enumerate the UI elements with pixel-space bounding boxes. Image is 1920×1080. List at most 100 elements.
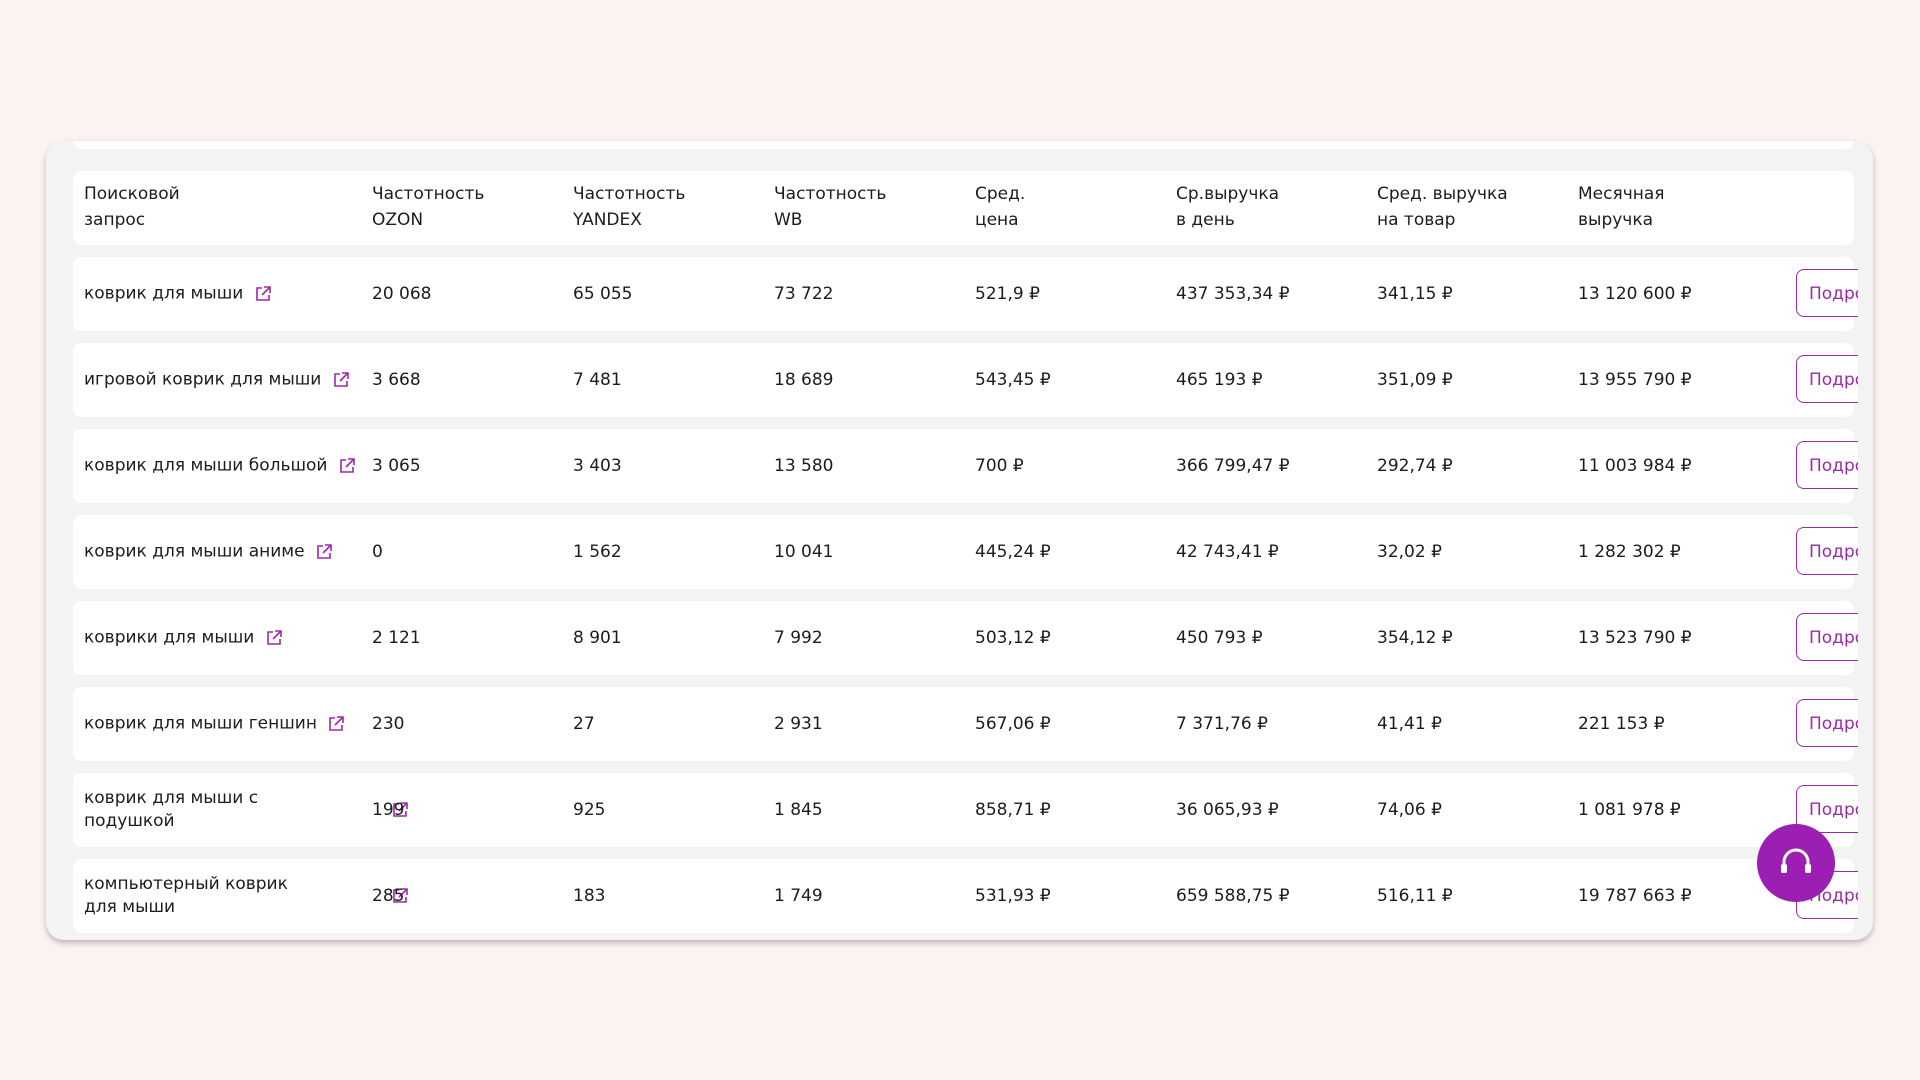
value-cell: 567,06 ₽ bbox=[975, 714, 1051, 734]
header-line: Сред. bbox=[975, 184, 1026, 204]
details-button[interactable]: Подробнее bbox=[1796, 269, 1858, 317]
table-row: коврик для мыши аниме 0 1 562 10 041 445,24 … bbox=[73, 515, 1858, 589]
external-link-icon[interactable] bbox=[332, 371, 350, 389]
value-cell: 925 bbox=[573, 800, 606, 820]
value-cell: 13 523 790 ₽ bbox=[1578, 628, 1692, 648]
value-cell: 351,09 ₽ bbox=[1377, 370, 1453, 390]
header-line: в день bbox=[1176, 210, 1235, 230]
header-cell: Месячная выручка bbox=[1578, 181, 1665, 233]
value-cell: 1 562 bbox=[573, 542, 622, 562]
value-cell: 230 bbox=[372, 714, 405, 734]
query-text: коврик для мыши bbox=[84, 283, 244, 304]
query-text: коврик для мыши большой bbox=[84, 455, 328, 476]
button-clip: Подробнее bbox=[1796, 522, 1858, 582]
query-text: игровой коврик для мыши bbox=[84, 369, 322, 390]
value-cell: 27 bbox=[573, 714, 595, 734]
value-cell: 3 668 bbox=[372, 370, 421, 390]
external-link-icon[interactable] bbox=[338, 457, 356, 475]
header-line: WB bbox=[774, 210, 803, 230]
value-cell: 13 120 600 ₽ bbox=[1578, 284, 1692, 304]
table-row: коврик для мыши геншин 230 27 2 931 567,06 ₽… bbox=[73, 687, 1858, 761]
header-line: Сред. выручка bbox=[1377, 184, 1508, 204]
table-row: коврик для мыши большой 3 065 3 403 13 580 7… bbox=[73, 429, 1858, 503]
value-cell: 13 580 bbox=[774, 456, 834, 476]
value-cell: 7 371,76 ₽ bbox=[1176, 714, 1268, 734]
header-line: выручка bbox=[1578, 210, 1654, 230]
value-cell: 543,45 ₽ bbox=[975, 370, 1051, 390]
value-cell: 2 931 bbox=[774, 714, 823, 734]
value-cell: 10 041 bbox=[774, 542, 834, 562]
header-line: Месячная bbox=[1578, 184, 1665, 204]
header-row: Поисковой запрос Частотность OZON Частотност… bbox=[73, 171, 1854, 245]
value-cell: 1 749 bbox=[774, 886, 823, 906]
query-text: коврик для мыши аниме bbox=[84, 541, 305, 562]
details-button[interactable]: Подробнее bbox=[1796, 355, 1858, 403]
value-cell: 858,71 ₽ bbox=[975, 800, 1051, 820]
query-text: компьютерный коврик для мыши bbox=[84, 874, 288, 917]
table-row: коврики для мыши 2 121 8 901 7 992 503,12 ₽ 4… bbox=[73, 601, 1858, 675]
details-button[interactable]: Подробнее bbox=[1796, 699, 1858, 747]
external-link-icon[interactable] bbox=[254, 285, 272, 303]
header-line: OZON bbox=[372, 210, 424, 230]
external-link-icon[interactable] bbox=[391, 801, 409, 819]
button-clip: Подробнее bbox=[1796, 264, 1858, 324]
value-cell: 465 193 ₽ bbox=[1176, 370, 1263, 390]
details-button[interactable]: Подробнее bbox=[1796, 527, 1858, 575]
header-line: на товар bbox=[1377, 210, 1456, 230]
value-cell: 3 403 bbox=[573, 456, 622, 476]
table-row: игровой коврик для мыши 3 668 7 481 18 689 5… bbox=[73, 343, 1858, 417]
header-cell: Сред. выручка на товар bbox=[1377, 181, 1508, 233]
value-cell: 354,12 ₽ bbox=[1377, 628, 1453, 648]
value-cell: 437 353,34 ₽ bbox=[1176, 284, 1290, 304]
value-cell: 42 743,41 ₽ bbox=[1176, 542, 1279, 562]
query-text: коврик для мыши геншин bbox=[84, 713, 317, 734]
button-clip: Подробнее bbox=[1796, 436, 1858, 496]
value-cell: 73 722 bbox=[774, 284, 834, 304]
value-cell: 516,11 ₽ bbox=[1377, 886, 1453, 906]
table-card: Поисковой запрос Частотность OZON Частотност… bbox=[46, 141, 1873, 940]
value-cell: 3 065 bbox=[372, 456, 421, 476]
header-line: цена bbox=[975, 210, 1019, 230]
value-cell: 1 081 978 ₽ bbox=[1578, 800, 1681, 820]
header-line: Ср.выручка bbox=[1176, 184, 1280, 204]
value-cell: 7 992 bbox=[774, 628, 823, 648]
external-link-icon[interactable] bbox=[327, 715, 345, 733]
value-cell: 531,93 ₽ bbox=[975, 886, 1051, 906]
value-cell: 11 003 984 ₽ bbox=[1578, 456, 1692, 476]
value-cell: 18 689 bbox=[774, 370, 834, 390]
header-cell: Поисковой запрос bbox=[84, 181, 180, 233]
value-cell: 366 799,47 ₽ bbox=[1176, 456, 1290, 476]
value-cell: 13 955 790 ₽ bbox=[1578, 370, 1692, 390]
external-link-icon[interactable] bbox=[391, 887, 409, 905]
value-cell: 41,41 ₽ bbox=[1377, 714, 1442, 734]
table-row: коврик для мыши 20 068 65 055 73 722 521,9 ₽… bbox=[73, 257, 1858, 331]
value-cell: 8 901 bbox=[573, 628, 622, 648]
header-cell: Частотность YANDEX bbox=[573, 181, 685, 233]
support-button[interactable] bbox=[1757, 824, 1835, 902]
value-cell: 36 065,93 ₽ bbox=[1176, 800, 1279, 820]
header-cell: Частотность OZON bbox=[372, 181, 484, 233]
header-cell: Ср.выручка в день bbox=[1176, 181, 1279, 233]
value-cell: 7 481 bbox=[573, 370, 622, 390]
header-line: запрос bbox=[84, 210, 146, 230]
value-cell: 521,9 ₽ bbox=[975, 284, 1040, 304]
value-cell: 659 588,75 ₽ bbox=[1176, 886, 1290, 906]
support-icon bbox=[1781, 848, 1811, 873]
button-clip: Подробнее bbox=[1796, 694, 1858, 754]
value-cell: 65 055 bbox=[573, 284, 633, 304]
details-button[interactable]: Подробнее bbox=[1796, 441, 1858, 489]
value-cell: 1 282 302 ₽ bbox=[1578, 542, 1681, 562]
value-cell: 503,12 ₽ bbox=[975, 628, 1051, 648]
external-link-icon[interactable] bbox=[315, 543, 333, 561]
value-cell: 341,15 ₽ bbox=[1377, 284, 1453, 304]
details-button[interactable]: Подробнее bbox=[1796, 613, 1858, 661]
value-cell: 19 787 663 ₽ bbox=[1578, 886, 1692, 906]
header-line: Частотность bbox=[372, 184, 485, 204]
external-link-icon[interactable] bbox=[265, 629, 283, 647]
scroll-bar bbox=[73, 141, 1854, 149]
value-cell: 0 bbox=[372, 542, 383, 562]
value-cell: 74,06 ₽ bbox=[1377, 800, 1442, 820]
header-line: YANDEX bbox=[573, 210, 642, 230]
